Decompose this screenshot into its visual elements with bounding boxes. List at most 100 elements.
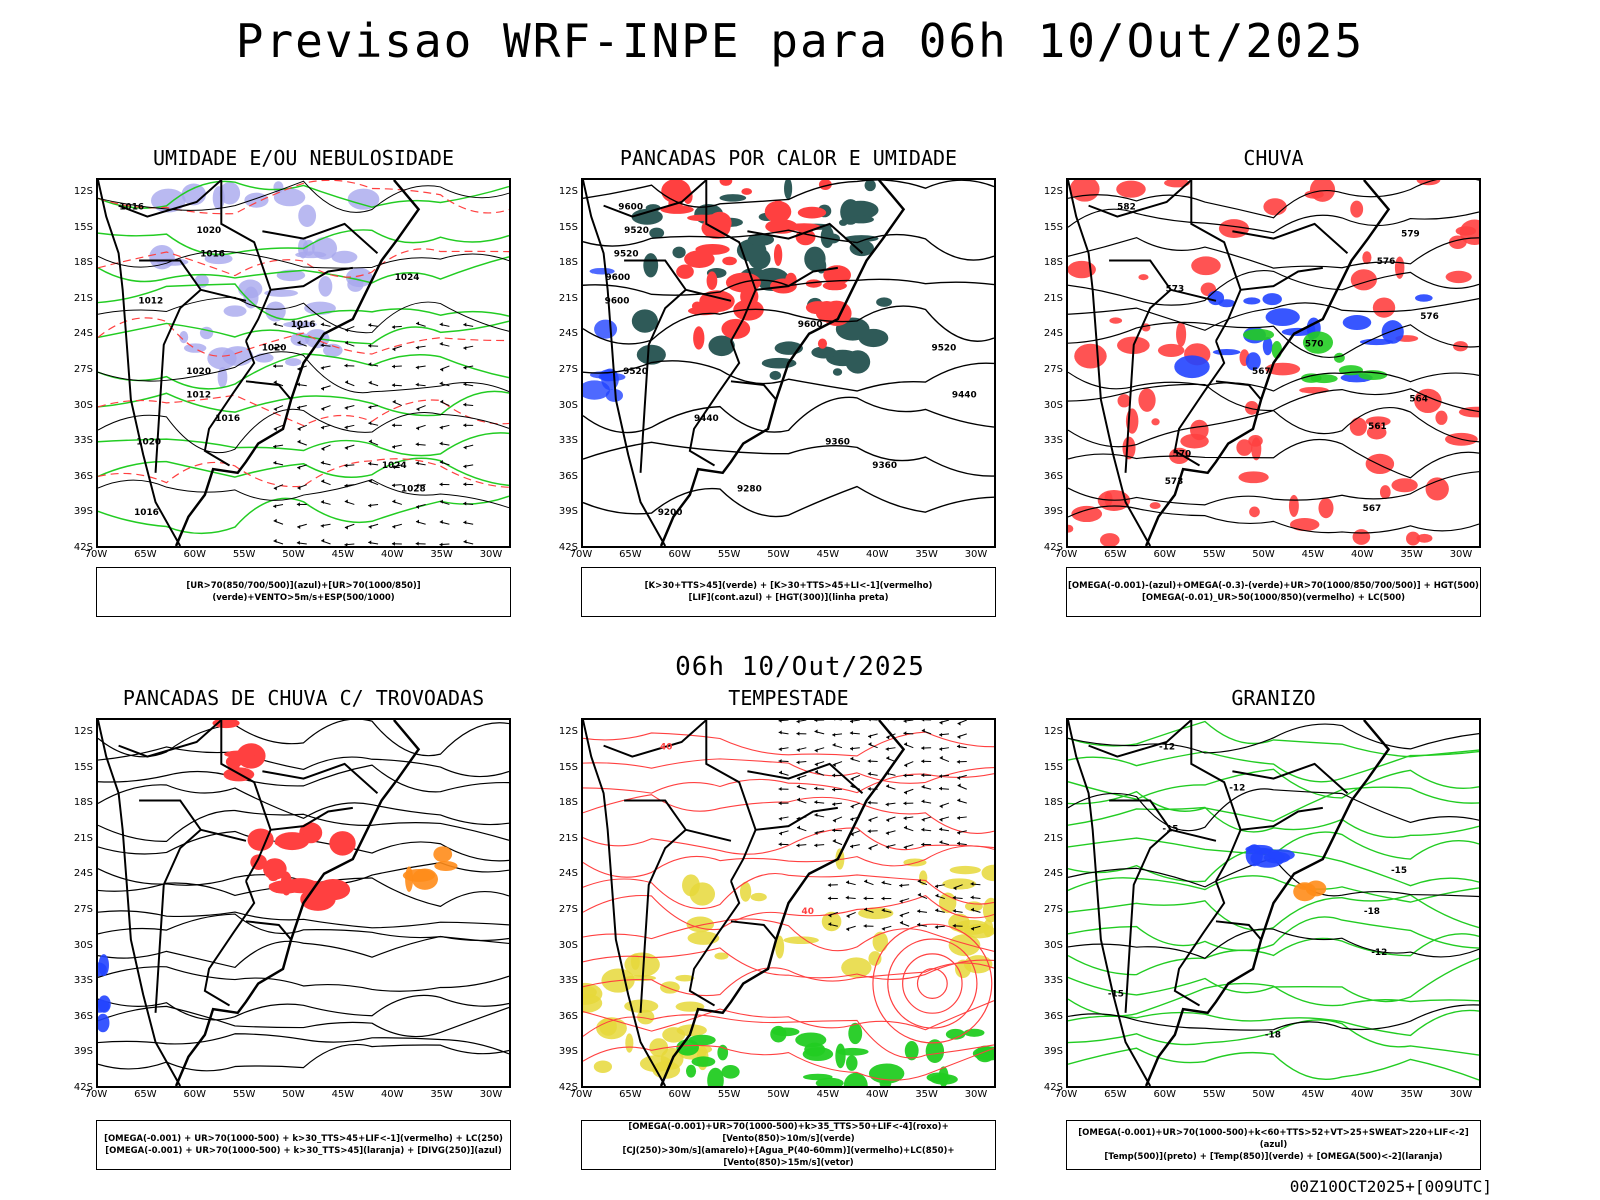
li-fill-red: [741, 188, 753, 195]
rain-fill-red: [1122, 436, 1136, 460]
wind-vector: [415, 541, 426, 546]
wind-vector: [953, 884, 963, 891]
contour-label: 9360: [825, 438, 850, 448]
wind-vector: [899, 920, 910, 927]
longitude-tick-label: 40W: [865, 1089, 889, 1100]
wind-vector: [439, 519, 450, 525]
contour-label: 9520: [932, 343, 957, 353]
panel-legend: [OMEGA(-0.001)+UR>70(1000-500)+k<60+TTS>…: [1066, 1120, 1481, 1170]
contour-label: 1016: [215, 414, 240, 424]
kindex-fill-teal: [839, 219, 848, 226]
longitude-tick-label: 50W: [282, 1089, 305, 1100]
wind-vector: [956, 830, 967, 835]
country-border: [688, 340, 741, 467]
humidity-fill-blue: [223, 305, 247, 317]
country-border: [1190, 180, 1242, 342]
latitude-tick-label: 15S: [73, 221, 93, 233]
wind-vector: [368, 323, 379, 327]
jet-fill-yellow: [593, 1060, 613, 1073]
wind-vector: [463, 501, 474, 506]
rain-fill-red: [1218, 219, 1250, 238]
wind-vector: [917, 922, 928, 927]
wind-vector: [952, 895, 963, 900]
temp850-contour-green: [1068, 957, 1479, 1003]
wind-vector: [939, 816, 950, 822]
country-border: [730, 920, 777, 941]
country-border: [755, 806, 838, 831]
latitude-tick-label: 27S: [73, 364, 93, 375]
wind-vector: [439, 460, 450, 466]
wind-vector: [296, 325, 307, 331]
height-contour: [583, 396, 994, 434]
precip-water-contour-red: [583, 1044, 994, 1081]
wind-vector: [321, 538, 331, 545]
jet-fill-yellow: [630, 953, 640, 970]
longitude-tick-label: 55W: [717, 1089, 741, 1100]
rain-fill-red: [1069, 180, 1100, 202]
omega-fill-blue: [1174, 355, 1210, 379]
country-border: [1088, 720, 1192, 758]
wind-vector: [939, 802, 950, 809]
contour-label: 9360: [872, 461, 897, 471]
contour-label: 567: [1363, 504, 1382, 514]
longitude-tick-label: 55W: [232, 1089, 256, 1100]
wind-vector: [321, 479, 331, 486]
wind-vector: [867, 829, 878, 834]
latitude-tick-label: 33S: [558, 435, 578, 447]
jet-fill-yellow: [686, 916, 715, 933]
rain-fill-red: [1151, 418, 1160, 426]
wind-vector: [273, 503, 284, 509]
wind-vector: [917, 879, 928, 886]
wind-vector: [863, 879, 874, 886]
wind-vector: [970, 907, 981, 913]
country-border: [1088, 180, 1192, 218]
legend-line: [OMEGA(-0.001)+UR>70(1000-500)+k>35_TTS>…: [628, 1122, 949, 1144]
wind-vector: [832, 732, 843, 737]
wind-vector: [846, 911, 856, 919]
wind-vector: [814, 761, 825, 767]
contour-label: 573: [1165, 477, 1184, 487]
wind-vector: [939, 786, 949, 791]
humidity-fill-blue: [318, 276, 333, 297]
storm-fill-red: [225, 755, 242, 769]
country-border: [1124, 289, 1172, 473]
wind-vector: [273, 444, 284, 449]
wind-vector: [867, 800, 878, 805]
legend-line: [CJ(250)>30m/s](amarelo)+[Agua_P(40-60mm…: [622, 1146, 955, 1168]
longitude-tick-label: 60W: [1153, 549, 1177, 560]
wind-vector: [415, 424, 426, 431]
wind-vector: [921, 816, 932, 822]
wind850-fill-green: [770, 1025, 787, 1043]
latitude-tick-label: 24S: [73, 868, 93, 880]
storm-fill-red: [247, 828, 274, 851]
rain-fill-red: [1435, 410, 1448, 425]
kindex-fill-teal: [672, 246, 686, 259]
country-border: [755, 266, 838, 291]
temp500-contour: [1068, 788, 1479, 832]
wind-vector: [796, 731, 807, 736]
wind-vector: [828, 922, 838, 927]
rain-fill-red: [1190, 419, 1209, 441]
wind-vector: [814, 720, 825, 723]
wind-vector: [439, 499, 450, 505]
wind850-fill-green: [721, 1065, 740, 1079]
country-border: [139, 259, 247, 302]
wind-vector: [320, 499, 331, 505]
jet-fill-yellow: [872, 931, 889, 953]
wind-vector: [885, 747, 896, 752]
west-coastline: [98, 180, 182, 546]
latitude-tick-label: 18S: [73, 797, 93, 809]
wind-vector: [939, 840, 950, 846]
country-border: [118, 180, 222, 218]
wind-vector: [368, 362, 379, 367]
height-contour: [1068, 237, 1479, 269]
omega-fill-blue: [1415, 294, 1433, 302]
humidity-fill-blue: [331, 250, 358, 264]
humidity-contour-green: [98, 320, 509, 345]
wind-vector: [903, 825, 914, 832]
wind-vector: [899, 911, 910, 918]
weather-map-panel: 1016 1020 1016 1024 1012 1016 1020 1020 1012 1016…: [96, 178, 511, 548]
wind-vector: [970, 925, 981, 931]
wind-vector: [868, 720, 878, 722]
country-border: [262, 762, 379, 794]
